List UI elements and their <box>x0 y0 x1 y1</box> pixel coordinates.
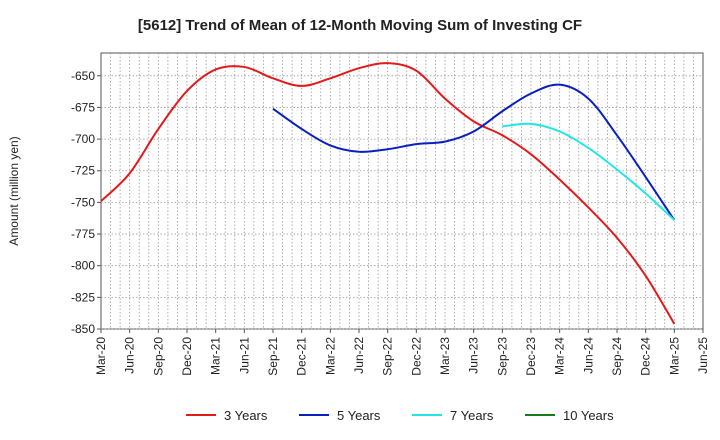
x-tick-label: Dec-21 <box>295 337 309 376</box>
y-tick-label: -725 <box>71 164 95 178</box>
x-tick-label: Jun-23 <box>467 337 481 374</box>
x-tick-label: Sep-22 <box>381 337 395 376</box>
legend-label-10-years: 10 Years <box>563 408 614 423</box>
series-line-3-years <box>100 62 676 325</box>
y-tick-label: -675 <box>71 100 95 114</box>
y-axis-label: Amount (million yen) <box>7 136 21 245</box>
x-tick-label: Dec-23 <box>524 337 538 376</box>
x-tick-label: Jun-20 <box>123 337 137 374</box>
x-tick-label: Mar-24 <box>553 337 567 375</box>
y-tick-label: -700 <box>71 132 95 146</box>
x-tick-label: Dec-24 <box>639 337 653 376</box>
y-tick-label: -750 <box>71 195 95 209</box>
grid <box>100 52 704 330</box>
legend-label-5-years: 5 Years <box>337 408 381 423</box>
x-tick-label: Mar-25 <box>667 337 681 375</box>
x-tick-label: Jun-21 <box>237 337 251 374</box>
legend: 3 Years 5 Years 7 Years 10 Years <box>186 408 614 423</box>
x-tick-label: Mar-20 <box>94 337 108 375</box>
y-tick-label: -800 <box>71 259 95 273</box>
axes: -650-675-700-725-750-775-800-825-850Mar-… <box>71 69 710 376</box>
x-tick-label: Sep-24 <box>610 337 624 376</box>
y-tick-label: -775 <box>71 227 95 241</box>
y-tick-label: -850 <box>71 322 95 336</box>
x-tick-label: Mar-21 <box>209 337 223 375</box>
x-tick-label: Jun-25 <box>696 337 710 374</box>
x-tick-label: Sep-20 <box>151 337 165 376</box>
x-tick-label: Mar-22 <box>323 337 337 375</box>
x-tick-label: Mar-23 <box>438 337 452 375</box>
x-tick-label: Dec-20 <box>180 337 194 376</box>
x-tick-label: Jun-24 <box>581 337 595 374</box>
y-tick-label: -825 <box>71 290 95 304</box>
x-tick-label: Dec-22 <box>409 337 423 376</box>
chart-title: [5612] Trend of Mean of 12-Month Moving … <box>138 17 582 34</box>
x-tick-label: Jun-22 <box>352 337 366 374</box>
plot-area <box>100 52 704 330</box>
x-tick-label: Sep-21 <box>266 337 280 376</box>
y-tick-label: -650 <box>71 69 95 83</box>
series-lines <box>100 62 676 325</box>
legend-label-7-years: 7 Years <box>450 408 494 423</box>
legend-label-3-years: 3 Years <box>224 408 268 423</box>
series-line-5-years <box>272 83 676 221</box>
series-line-7-years <box>502 122 676 221</box>
x-tick-label: Sep-23 <box>495 337 509 376</box>
